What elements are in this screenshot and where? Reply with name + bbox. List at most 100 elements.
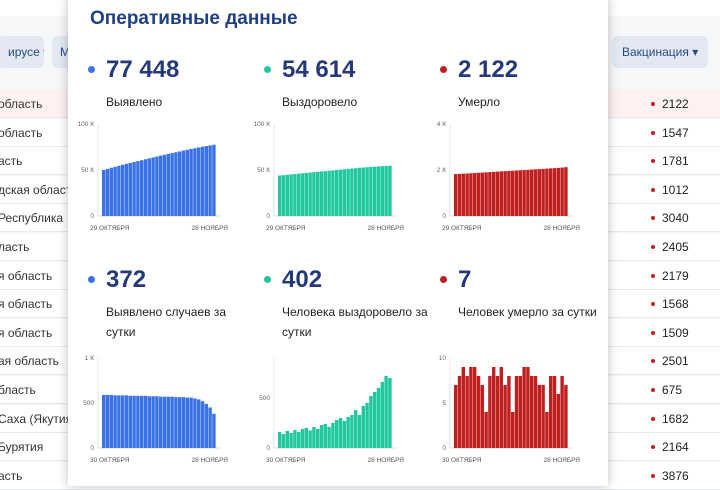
bar: [507, 170, 511, 216]
bar: [143, 159, 148, 216]
region-name: Бурятия: [0, 440, 44, 455]
x-tick-label: 30 ОКТЯБРЯ: [90, 457, 130, 464]
bar: [454, 385, 458, 448]
bar: [376, 166, 381, 216]
bar: [480, 172, 485, 216]
bar: [319, 171, 324, 216]
y-tick-label: 100 К: [78, 121, 95, 128]
stat-label: Человек умерло за сутки: [458, 305, 597, 319]
bar: [346, 417, 350, 448]
region-name: я область: [0, 325, 53, 340]
bar: [541, 385, 545, 448]
bar: [503, 385, 507, 448]
bar: [197, 147, 201, 216]
bar: [495, 171, 500, 216]
bar: [185, 149, 190, 216]
x-tick-label: 28 НОЯБРЯ: [368, 225, 405, 232]
y-tick-label: 4 К: [437, 121, 446, 128]
operational-data-panel: Оперативные данные 77 448 Выявлено 54 61…: [68, 0, 608, 486]
bar: [124, 395, 129, 448]
bar: [522, 367, 526, 448]
x-tick-label: 29 ОКТЯБРЯ: [442, 225, 482, 232]
deaths-count: 2179: [662, 268, 689, 283]
bar: [193, 148, 197, 216]
deaths-count: 1682: [662, 411, 689, 426]
bar: [564, 167, 568, 216]
bar: [174, 152, 178, 216]
death-dot-icon: [651, 130, 655, 135]
bar: [556, 167, 561, 216]
x-tick-label: 28 НОЯБРЯ: [192, 225, 229, 232]
bar: [289, 433, 293, 448]
death-dot-icon: [651, 245, 655, 249]
death-dot-icon: [651, 388, 655, 392]
death-dot-icon: [651, 359, 655, 364]
bar: [178, 397, 182, 448]
y-tick-label: 1 К: [85, 355, 94, 362]
tab-partial[interactable]: М: [52, 36, 72, 68]
deaths-count: 1012: [662, 182, 689, 197]
tab-vaccination[interactable]: Вакцинация ▾: [612, 36, 708, 68]
tab-about-virus[interactable]: ирусе ▾: [0, 36, 44, 68]
bar: [312, 427, 316, 448]
bar: [365, 167, 369, 216]
stat-dot: [264, 276, 271, 283]
stat-dot: [264, 66, 271, 73]
bar: [159, 155, 163, 216]
bar: [178, 151, 182, 216]
bar: [159, 396, 163, 448]
bar: [503, 171, 507, 216]
bar: [537, 169, 542, 216]
bar: [350, 168, 354, 216]
bar: [166, 396, 171, 448]
bar: [200, 401, 205, 448]
bar: [522, 170, 526, 216]
region-name: Республика: [0, 211, 64, 226]
charts-area: 100 К 50 К 0 29 ОКТЯБРЯ 28 НОЯБРЯ 100 К 50 К 0 2…: [78, 121, 581, 464]
region-name: дская област: [0, 182, 68, 197]
bar: [181, 397, 186, 448]
bar: [132, 395, 136, 448]
bar: [480, 385, 485, 448]
y-tick-label: 0: [442, 445, 446, 452]
bar: [166, 153, 171, 216]
bar: [281, 175, 286, 216]
y-tick-label: 0: [266, 445, 270, 452]
bar: [511, 170, 515, 216]
bar: [327, 427, 331, 448]
bar: [300, 173, 305, 216]
bar: [552, 376, 557, 448]
bar: [376, 388, 381, 448]
bar: [316, 429, 320, 448]
y-tick-label: 0: [442, 213, 446, 220]
bar: [465, 376, 469, 448]
bar: [357, 415, 362, 448]
bar: [102, 394, 106, 448]
bar: [526, 169, 530, 216]
death-dot-icon: [651, 187, 655, 192]
bar: [121, 395, 125, 448]
bar: [140, 395, 144, 448]
bar: [308, 430, 312, 448]
bar: [545, 412, 549, 448]
x-tick-label: 29 ОКТЯБРЯ: [266, 225, 306, 232]
bar: [136, 161, 140, 216]
bar: [109, 394, 114, 448]
deaths-count: 2164: [662, 440, 689, 455]
bar: [189, 397, 193, 448]
bar: [297, 432, 301, 448]
x-tick-label: 28 НОЯБРЯ: [544, 457, 581, 464]
stat-dot: [440, 66, 447, 73]
bar: [147, 158, 152, 216]
deaths-count: 1568: [662, 297, 689, 312]
bar: [560, 376, 564, 448]
bar: [200, 146, 205, 216]
bar: [147, 396, 152, 448]
bar: [499, 171, 504, 216]
panel-title: Оперативные данные: [90, 8, 298, 29]
region-name: я область: [0, 268, 53, 283]
region-name: ая область: [0, 354, 59, 369]
death-dot-icon: [651, 102, 655, 106]
bar: [312, 172, 316, 216]
bar: [473, 172, 477, 216]
